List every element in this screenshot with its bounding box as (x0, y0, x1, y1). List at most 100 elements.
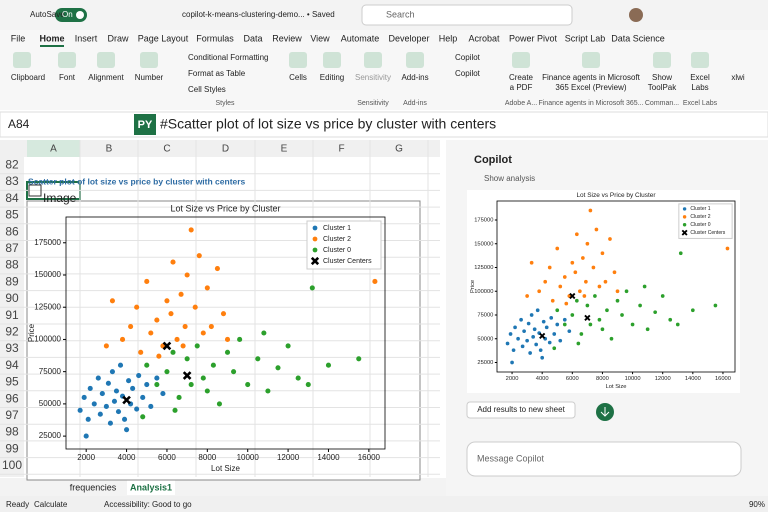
scatter-point (170, 260, 175, 265)
avatar[interactable] (629, 8, 643, 22)
scatter-point (88, 386, 93, 391)
ribbon-icon (653, 52, 671, 68)
show-analysis[interactable]: Show analysis (484, 174, 535, 183)
scatter-point (589, 209, 593, 213)
ribbon-button[interactable]: Clipboard (11, 73, 45, 82)
ribbon-button[interactable]: Format as Table (188, 69, 246, 78)
scatter-point (558, 285, 562, 289)
menu-tab[interactable]: Page Layout (138, 33, 189, 43)
scatter-point (537, 289, 541, 293)
ribbon-button[interactable]: Copilot (455, 53, 481, 62)
x-tick-label: 2000 (506, 376, 519, 382)
menu-tab[interactable]: Power Pivot (509, 33, 558, 43)
scatter-point (148, 404, 153, 409)
menu-tab[interactable]: File (11, 33, 26, 43)
ribbon-button[interactable]: Copilot (455, 69, 481, 78)
scatter-point (164, 369, 169, 374)
menu-tab[interactable]: Developer (388, 33, 429, 43)
ribbon-button[interactable]: xlwi (731, 73, 745, 82)
scatter-point (540, 356, 544, 360)
scatter-point (140, 414, 145, 419)
ribbon-button[interactable]: Finance agents in Microsoft (542, 73, 641, 82)
row-header: 89 (5, 274, 19, 288)
scatter-point (205, 285, 210, 290)
y-tick-label: 100000 (474, 289, 493, 295)
menu-tab[interactable]: Draw (107, 33, 129, 43)
row-header: 85 (5, 208, 19, 222)
scatter-point (567, 329, 571, 333)
status-text[interactable]: Calculate (34, 500, 68, 509)
ribbon-icon (691, 52, 709, 68)
menu-tab[interactable]: Acrobat (468, 33, 500, 43)
menu-tab[interactable]: Help (439, 33, 458, 43)
scatter-point (578, 289, 582, 293)
y-tick-label: 125000 (474, 265, 493, 271)
ribbon-button[interactable]: Alignment (88, 73, 124, 82)
ribbon-icon (512, 52, 530, 68)
file-name: copilot-k-means-clustering-demo... • Sav… (182, 10, 335, 19)
scatter-point (154, 318, 159, 323)
name-box[interactable]: A84 (8, 117, 30, 131)
scatter-point (112, 399, 117, 404)
menu-tab[interactable]: Formulas (196, 33, 234, 43)
status-text[interactable]: Accessibility: Good to go (104, 500, 192, 509)
scatter-point (130, 386, 135, 391)
scatter-point (577, 342, 581, 346)
ribbon-icon (406, 52, 424, 68)
ribbon-button[interactable]: Conditional Formatting (188, 53, 268, 62)
ribbon-button[interactable]: ToolPak (648, 83, 677, 92)
ribbon-button[interactable]: Create (509, 73, 534, 82)
scatter-point (598, 318, 602, 322)
scatter-point (197, 253, 202, 258)
y-axis-label: Price (470, 280, 476, 293)
ribbon-button[interactable]: Add-ins (401, 73, 428, 82)
row-header: 90 (5, 291, 19, 305)
scatter-point (631, 323, 635, 327)
legend-label: Cluster 0 (323, 247, 351, 254)
ribbon-button[interactable]: Editing (320, 73, 344, 82)
scatter-point (543, 280, 547, 284)
row-header: 87 (5, 241, 19, 255)
scatter-point (172, 408, 177, 413)
scatter-point (625, 289, 629, 293)
ribbon-button[interactable]: Cells (289, 73, 307, 82)
ribbon-button[interactable]: Excel (690, 73, 710, 82)
x-tick-label: 10000 (625, 376, 641, 382)
menu-tab[interactable]: Review (272, 33, 302, 43)
scatter-point (528, 351, 532, 355)
row-header: 94 (5, 358, 19, 372)
scatter-point (726, 247, 730, 251)
menu-tab[interactable]: Automate (341, 33, 380, 43)
ribbon-button[interactable]: Font (59, 73, 76, 82)
scatter-point (170, 350, 175, 355)
menu-tab[interactable]: Script Lab (565, 33, 606, 43)
menu-tab[interactable]: Data (243, 33, 262, 43)
x-tick-label: 14000 (317, 453, 340, 462)
scatter-point (583, 294, 587, 298)
scatter-point (98, 412, 103, 417)
ribbon-button[interactable]: Labs (691, 83, 708, 92)
scatter-point (608, 237, 612, 241)
ribbon-group-label: Adobe A... (505, 100, 537, 107)
menu-tab[interactable]: View (310, 33, 330, 43)
scatter-point (144, 382, 149, 387)
ribbon-button[interactable]: Show (652, 73, 672, 82)
sheet-tab[interactable]: frequencies (70, 482, 117, 492)
row-header: 86 (5, 224, 19, 238)
ribbon-button[interactable]: a PDF (510, 83, 533, 92)
scatter-point (120, 337, 125, 342)
legend-marker (683, 223, 686, 226)
ribbon-button[interactable]: Cell Styles (188, 85, 226, 94)
column-header: A (50, 144, 57, 155)
ribbon-button[interactable]: Number (135, 73, 164, 82)
menu-tab[interactable]: Insert (75, 33, 98, 43)
ribbon-button[interactable]: 365 Excel (Preview) (555, 83, 626, 92)
scatter-point (84, 434, 89, 439)
menu-tab[interactable]: Home (39, 33, 64, 43)
scatter-point (181, 343, 186, 348)
y-tick-label: 25000 (39, 431, 62, 440)
cell-text: Scatter plot of lot size vs price by clu… (28, 176, 246, 186)
menu-tab[interactable]: Data Science (611, 33, 665, 43)
sheet-tab[interactable]: Analysis1 (130, 482, 172, 492)
ribbon-icon (58, 52, 76, 68)
